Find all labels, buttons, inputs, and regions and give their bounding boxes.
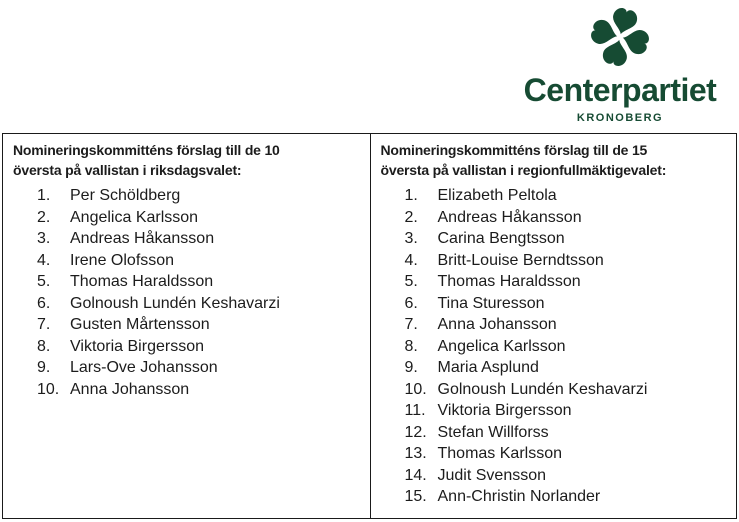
list-item: 11. Viktoria Birgersson xyxy=(405,400,727,422)
item-number: 1. xyxy=(37,187,51,204)
item-number: 6. xyxy=(404,294,418,312)
list-item: 3. Carina Bengtsson xyxy=(405,228,727,250)
list-item: 2. Angelica Karlsson xyxy=(37,207,360,229)
item-number: 2. xyxy=(37,208,51,226)
list-item: 15. Ann-Christin Norlander xyxy=(405,486,727,508)
list-item: 5. Thomas Haraldsson xyxy=(37,271,360,293)
riksdag-list-cell: Nomineringskommitténs förslag till de 10… xyxy=(3,134,370,518)
item-number: 11. xyxy=(404,402,426,419)
list-item: 4. Britt-Louise Berndtsson xyxy=(405,250,727,272)
item-number: 3. xyxy=(37,230,51,247)
item-number: 10. xyxy=(404,380,427,398)
item-number: 8. xyxy=(404,337,418,355)
list-item: 3. Andreas Håkansson xyxy=(37,228,360,250)
item-number: 5. xyxy=(404,273,418,290)
item-number: 6. xyxy=(37,294,51,312)
item-number: 13. xyxy=(404,445,427,462)
column-title: Nomineringskommitténs förslag till de 10… xyxy=(13,142,280,178)
list-item: 9. Lars-Ove Johansson xyxy=(37,357,360,379)
list-item: 10. Anna Johansson xyxy=(37,379,360,401)
list-item: 7. Gusten Mårtensson xyxy=(37,314,360,336)
item-number: 8. xyxy=(37,337,51,355)
item-name: Judit Svensson xyxy=(437,466,547,484)
item-name: Thomas Karlsson xyxy=(437,445,563,462)
item-number: 9. xyxy=(404,359,418,376)
brand-name: Centerpartiet xyxy=(523,72,717,108)
item-name: Angelica Karlsson xyxy=(437,337,566,355)
list-item: 2. Andreas Håkansson xyxy=(405,207,727,229)
item-name: Lars-Ove Johansson xyxy=(70,359,218,376)
item-number: 15. xyxy=(404,488,427,505)
item-number: 5. xyxy=(37,273,51,290)
item-number: 14. xyxy=(404,466,427,484)
item-name: Anna Johansson xyxy=(70,380,190,398)
column-title: Nomineringskommitténs förslag till de 15… xyxy=(380,142,667,178)
item-name: Andreas Håkansson xyxy=(437,208,582,226)
item-number: 12. xyxy=(404,423,427,441)
item-name: Anna Johansson xyxy=(437,316,557,333)
item-name: Maria Asplund xyxy=(437,359,539,376)
nomination-table: Nomineringskommitténs förslag till de 10… xyxy=(2,133,737,519)
list-item: 12. Stefan Willforss xyxy=(405,422,727,444)
centerpartiet-logo: Centerpartiet KRONOBERG xyxy=(504,4,736,124)
item-name: Gusten Mårtensson xyxy=(70,316,210,333)
item-number: 10. xyxy=(37,380,60,398)
list-item: 14. Judit Svensson xyxy=(405,465,727,487)
item-number: 2. xyxy=(404,208,418,226)
list-item: 1. Per Schöldberg xyxy=(37,185,360,207)
item-number: 3. xyxy=(404,230,418,247)
region-list-cell: Nomineringskommitténs förslag till de 15… xyxy=(369,134,737,518)
item-name: Irene Olofsson xyxy=(70,251,175,269)
item-name: Golnoush Lundén Keshavarzi xyxy=(437,380,648,398)
item-number: 4. xyxy=(404,251,418,269)
item-name: Carina Bengtsson xyxy=(437,230,565,247)
list-item: 9. Maria Asplund xyxy=(405,357,727,379)
item-name: Viktoria Birgersson xyxy=(70,337,204,355)
item-name: Per Schöldberg xyxy=(70,187,181,204)
list-item: 13. Thomas Karlsson xyxy=(405,443,727,465)
item-number: 7. xyxy=(404,316,418,333)
item-name: Andreas Håkansson xyxy=(70,230,215,247)
item-number: 1. xyxy=(404,187,418,204)
list-item: 7. Anna Johansson xyxy=(405,314,727,336)
item-name: Thomas Haraldsson xyxy=(70,273,214,290)
list-item: 6. Golnoush Lundén Keshavarzi xyxy=(37,293,360,315)
item-name: Thomas Haraldsson xyxy=(437,273,581,290)
item-name: Angelica Karlsson xyxy=(70,208,199,226)
item-name: Tina Sturesson xyxy=(437,294,545,312)
list-item: 8. Viktoria Birgersson xyxy=(37,336,360,358)
item-name: Golnoush Lundén Keshavarzi xyxy=(70,294,280,312)
brand-region: KRONOBERG xyxy=(576,111,664,124)
clover-icon xyxy=(591,8,649,66)
list-item: 6. Tina Sturesson xyxy=(405,293,727,315)
region-name-list: 1. Elizabeth Peltola 2. Andreas Håkansson 3.… xyxy=(381,185,727,508)
item-name: Ann-Christin Norlander xyxy=(437,488,601,505)
item-name: Viktoria Birgersson xyxy=(437,402,572,419)
item-number: 4. xyxy=(37,251,51,269)
item-name: Stefan Willforss xyxy=(437,423,549,441)
item-name: Elizabeth Peltola xyxy=(437,187,557,204)
item-name: Britt-Louise Berndtsson xyxy=(437,251,604,269)
list-item: 4. Irene Olofsson xyxy=(37,250,360,272)
list-item: 5. Thomas Haraldsson xyxy=(405,271,727,293)
list-item: 8. Angelica Karlsson xyxy=(405,336,727,358)
list-item: 10. Golnoush Lundén Keshavarzi xyxy=(405,379,727,401)
item-number: 7. xyxy=(37,316,51,333)
list-item: 1. Elizabeth Peltola xyxy=(405,185,727,207)
riksdag-name-list: 1. Per Schöldberg 2. Angelica Karlsson 3. And… xyxy=(13,185,360,400)
item-number: 9. xyxy=(37,359,51,376)
